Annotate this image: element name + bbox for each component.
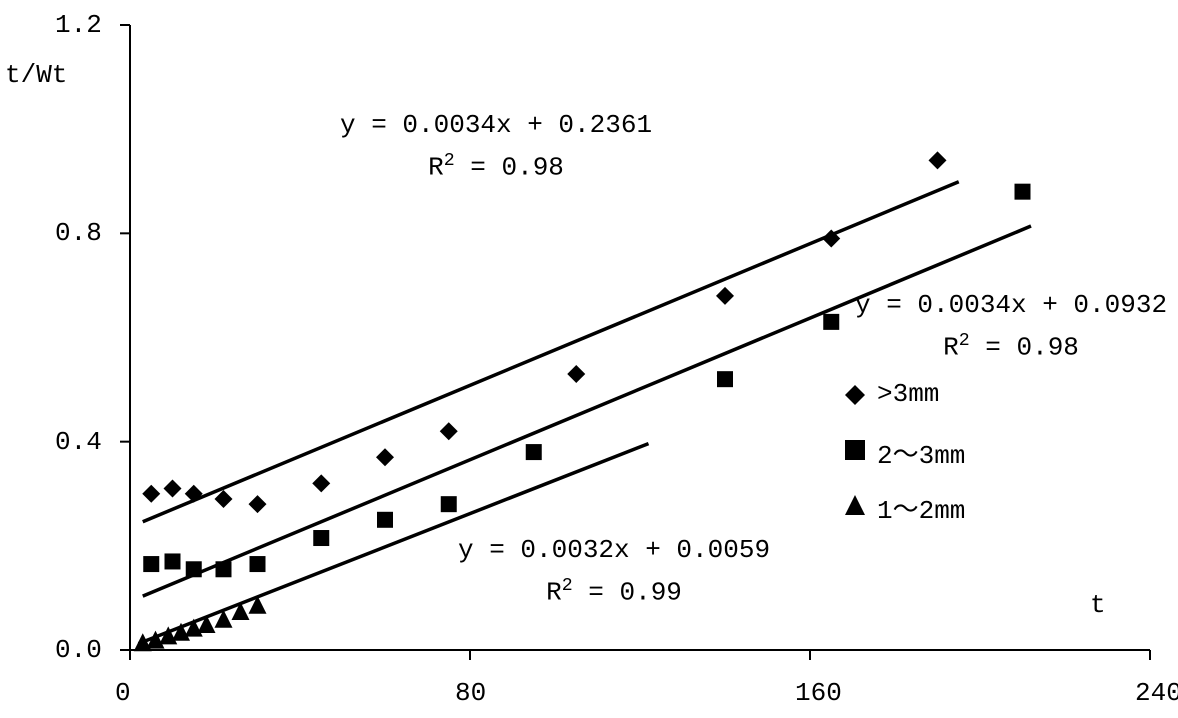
data-point (185, 485, 203, 503)
y-tick-label: 0.0 (55, 635, 102, 665)
x-tick-label: 160 (795, 678, 842, 708)
data-point (1015, 184, 1031, 200)
legend-label: 2～3mm (877, 434, 965, 471)
data-point (526, 444, 542, 460)
y-tick-label: 0.8 (55, 218, 102, 248)
data-point (216, 561, 232, 577)
data-point (250, 556, 266, 572)
legend-label: >3mm (877, 379, 939, 409)
legend-label: 1～2mm (877, 489, 965, 526)
data-point (717, 371, 733, 387)
data-point (313, 530, 329, 546)
y-axis-title: t/Wt (5, 60, 67, 90)
data-point (312, 474, 330, 492)
data-point (142, 485, 160, 503)
x-tick-label: 0 (115, 678, 131, 708)
data-point (823, 314, 839, 330)
legend-marker-icon (845, 440, 865, 460)
data-point (440, 422, 458, 440)
fit-line (143, 182, 959, 522)
equation-annotation: y = 0.0034x + 0.0932R2 = 0.98 (855, 285, 1167, 369)
data-point (376, 448, 394, 466)
equation-annotation: y = 0.0034x + 0.2361R2 = 0.98 (340, 105, 652, 189)
x-axis-title: t (1090, 590, 1106, 620)
data-point (164, 480, 182, 498)
data-point (215, 490, 233, 508)
data-point (441, 496, 457, 512)
y-tick-label: 1.2 (55, 10, 102, 40)
data-point (249, 495, 267, 513)
data-point (716, 287, 734, 305)
legend-marker-icon (845, 385, 865, 405)
y-tick-label: 0.4 (55, 427, 102, 457)
legend-marker-icon (845, 495, 865, 515)
data-point (143, 556, 159, 572)
data-point (165, 553, 181, 569)
equation-annotation: y = 0.0032x + 0.0059R2 = 0.99 (458, 530, 770, 614)
x-tick-label: 240 (1135, 678, 1178, 708)
x-tick-label: 80 (455, 678, 486, 708)
data-point (929, 151, 947, 169)
data-point (186, 561, 202, 577)
data-point (567, 365, 585, 383)
data-point (377, 512, 393, 528)
